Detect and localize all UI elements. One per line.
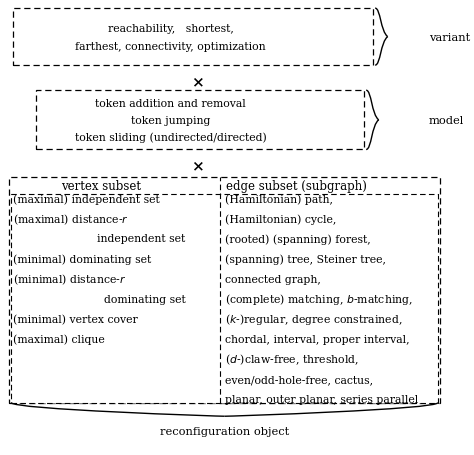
Text: token sliding (undirected/directed): token sliding (undirected/directed) [75,132,266,143]
Text: model: model [429,116,465,126]
Text: token addition and removal: token addition and removal [95,98,246,108]
Text: (Hamiltonian) path,: (Hamiltonian) path, [225,193,333,204]
Text: (maximal) clique: (maximal) clique [13,334,105,344]
Text: ($d$-)claw-free, threshold,: ($d$-)claw-free, threshold, [225,352,359,366]
Text: (spanning) tree, Steiner tree,: (spanning) tree, Steiner tree, [225,253,386,264]
Text: (rooted) (spanning) forest,: (rooted) (spanning) forest, [225,233,370,244]
Text: (Hamiltonian) cycle,: (Hamiltonian) cycle, [225,213,336,224]
Text: connected graph,: connected graph, [225,274,320,284]
Bar [36,91,364,150]
Text: vertex subset: vertex subset [61,180,141,193]
Text: ($k$-)regular, degree constrained,: ($k$-)regular, degree constrained, [225,312,402,326]
Text: ×: × [191,159,204,173]
Text: chordal, interval, proper interval,: chordal, interval, proper interval, [225,334,409,344]
Text: (minimal) dominating set: (minimal) dominating set [13,253,152,264]
Text: variant: variant [429,33,470,43]
Text: token jumping: token jumping [131,116,210,126]
Text: farthest, connectivity, optimization: farthest, connectivity, optimization [75,42,266,51]
Text: ×: × [191,75,204,89]
Bar [9,177,440,403]
Text: even/odd-hole-free, cactus,: even/odd-hole-free, cactus, [225,374,373,384]
Text: planar, outer planar, series parallel: planar, outer planar, series parallel [225,394,418,404]
Text: reconfiguration object: reconfiguration object [160,426,289,436]
Text: dominating set: dominating set [13,294,186,304]
Text: (minimal) vertex cover: (minimal) vertex cover [13,314,138,324]
Bar [11,195,438,403]
Text: reachability,   shortest,: reachability, shortest, [108,24,234,33]
Bar [13,9,373,66]
Text: edge subset (subgraph): edge subset (subgraph) [226,180,367,193]
Text: (minimal) distance-$r$: (minimal) distance-$r$ [13,272,127,286]
Text: (complete) matching, $b$-matching,: (complete) matching, $b$-matching, [225,292,412,306]
Text: (maximal) independent set: (maximal) independent set [13,193,160,204]
Text: (maximal) distance-$r$: (maximal) distance-$r$ [13,212,129,226]
Text: independent set: independent set [13,234,186,244]
